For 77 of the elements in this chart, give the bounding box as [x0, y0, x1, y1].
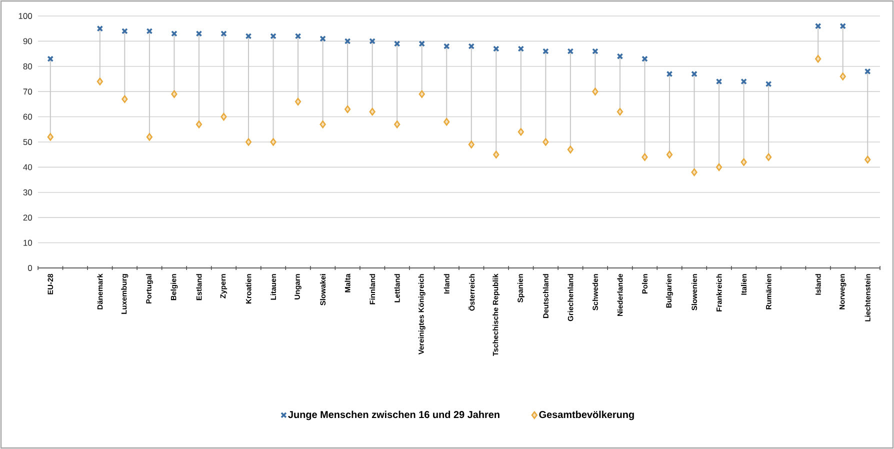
- point: [642, 153, 648, 161]
- point: [444, 118, 450, 126]
- point: [320, 120, 326, 128]
- point: [616, 108, 624, 116]
- y-tick-label: 90: [23, 38, 32, 44]
- point: [47, 56, 54, 62]
- point: [146, 133, 152, 141]
- legend-label: Gesamtbevölkerung: [539, 410, 634, 420]
- point: [443, 43, 450, 50]
- point: [96, 78, 103, 86]
- point: [344, 38, 351, 44]
- point: [122, 95, 128, 103]
- point: [394, 120, 400, 128]
- point: [766, 153, 772, 161]
- y-tick-label: 40: [23, 164, 32, 170]
- point: [294, 32, 302, 40]
- point: [691, 168, 698, 176]
- point: [171, 90, 178, 98]
- point: [493, 150, 500, 158]
- point: [146, 28, 153, 34]
- point: [716, 78, 722, 85]
- point: [270, 32, 276, 40]
- point: [394, 40, 400, 47]
- point: [740, 78, 747, 85]
- y-tick-label: 70: [23, 88, 32, 95]
- point: [518, 46, 524, 52]
- y-tick-label: 30: [23, 189, 32, 196]
- point: [171, 30, 178, 37]
- point: [691, 70, 698, 78]
- y-tick-label: 50: [23, 138, 32, 145]
- point: [418, 90, 425, 98]
- point: [96, 25, 104, 32]
- y-tick-label: 60: [23, 114, 32, 120]
- point: [666, 70, 673, 78]
- point: [196, 30, 202, 37]
- point: [815, 54, 822, 63]
- point: [468, 43, 475, 50]
- point: [220, 112, 227, 121]
- point: [196, 120, 202, 128]
- point: [864, 156, 871, 164]
- point: [542, 48, 549, 54]
- point: [567, 48, 574, 54]
- point: [864, 68, 871, 75]
- point: [616, 53, 624, 60]
- point: [840, 72, 846, 80]
- y-tick-label: 10: [24, 240, 32, 246]
- point: [492, 46, 500, 52]
- point: [592, 48, 598, 54]
- point: [47, 133, 54, 141]
- y-tick-label: 0: [28, 264, 32, 271]
- point: [567, 146, 574, 154]
- point: [245, 32, 252, 40]
- point: [765, 80, 772, 88]
- y-tick-label: 80: [23, 63, 32, 70]
- point: [320, 36, 326, 42]
- point: [270, 138, 276, 146]
- point: [740, 158, 747, 166]
- point: [542, 138, 549, 146]
- point: [294, 98, 302, 106]
- point: [666, 150, 673, 158]
- y-tick-label: 100: [18, 12, 32, 19]
- legend-label: Junge Menschen zwischen 16 und 29 Jahren: [288, 410, 500, 420]
- point: [716, 163, 722, 172]
- point: [642, 56, 648, 62]
- y-tick-label: 20: [23, 214, 32, 221]
- point: [468, 140, 474, 148]
- point: [814, 22, 822, 30]
- point: [220, 30, 227, 37]
- point: [122, 28, 128, 34]
- point: [518, 128, 524, 136]
- point: [418, 40, 426, 47]
- point: [840, 22, 846, 30]
- point: [369, 108, 376, 116]
- point: [369, 38, 376, 44]
- point: [592, 88, 598, 96]
- point: [344, 105, 351, 114]
- point: [245, 138, 252, 146]
